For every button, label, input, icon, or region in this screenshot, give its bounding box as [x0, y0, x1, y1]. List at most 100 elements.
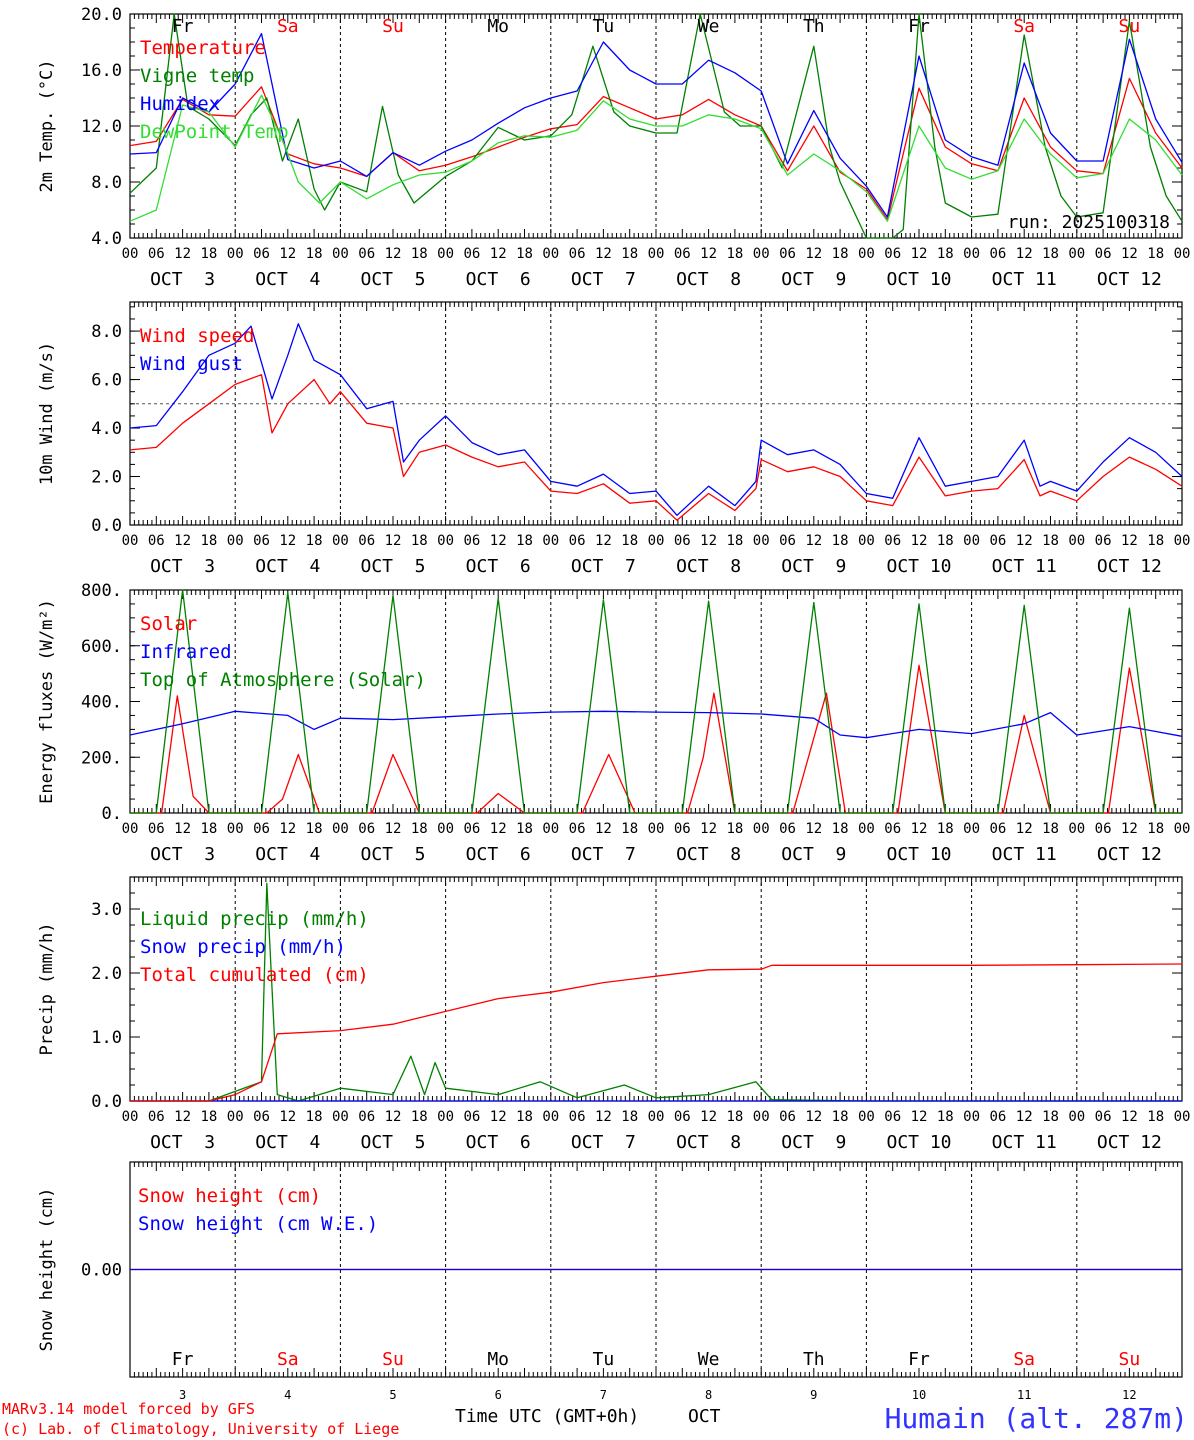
y-tick-label: 2.0 [91, 468, 122, 488]
day-number: 10 [912, 1388, 926, 1402]
hour-tick-label: 18 [832, 821, 849, 837]
series-total-cumulated-cm- [130, 963, 1183, 1102]
date-label: OCT 5 [360, 269, 425, 290]
hour-tick-label: 06 [253, 1109, 270, 1125]
hour-tick-label: 18 [1147, 821, 1164, 837]
hour-tick-label: 00 [1068, 1109, 1085, 1125]
hour-tick-label: 12 [1121, 533, 1138, 549]
day-name: Sa [277, 1349, 299, 1370]
plot-frame [129, 589, 1183, 814]
y-tick-label: 0.00 [81, 1261, 122, 1281]
hour-tick-label: 12 [1121, 821, 1138, 837]
date-label: OCT 12 [1097, 844, 1162, 865]
date-label: OCT 9 [781, 1132, 846, 1153]
copyright-credit: (c) Lab. of Climatology, University of L… [2, 1420, 399, 1438]
hour-tick-label: 18 [516, 1109, 533, 1125]
hour-tick-label: 06 [358, 1109, 375, 1125]
date-label: OCT 3 [150, 556, 215, 577]
hour-tick-label: 00 [648, 1109, 665, 1125]
date-label: OCT 3 [150, 269, 215, 290]
hour-tick-label: 00 [1068, 246, 1085, 262]
hour-tick-label: 18 [411, 821, 428, 837]
y-axis-label: 2m Temp. (°C) [37, 59, 57, 192]
hour-tick-label: 00 [753, 1109, 770, 1125]
hour-tick-label: 18 [621, 533, 638, 549]
hour-tick-label: 00 [753, 533, 770, 549]
date-label: OCT 9 [781, 556, 846, 577]
legend-entry: Snow height (cm W.E.) [138, 1213, 378, 1235]
hour-tick-label: 12 [595, 821, 612, 837]
hour-tick-label: 06 [253, 246, 270, 262]
hour-tick-label: 06 [674, 246, 691, 262]
hour-tick-label: 18 [411, 1109, 428, 1125]
hour-tick-label: 06 [779, 1109, 796, 1125]
day-name: Fr [908, 16, 930, 37]
hour-tick-label: 06 [148, 533, 165, 549]
y-tick-label: 20.0 [81, 5, 122, 25]
hour-tick-label: 06 [1095, 1109, 1112, 1125]
hour-tick-label: 06 [569, 533, 586, 549]
legend-entry: Snow height (cm) [138, 1185, 321, 1207]
hour-tick-label: 12 [595, 533, 612, 549]
hour-tick-label: 00 [542, 533, 559, 549]
hour-tick-label: 12 [279, 533, 296, 549]
date-label: OCT 7 [571, 1132, 636, 1153]
date-label: OCT 10 [886, 556, 951, 577]
hour-tick-label: 00 [332, 246, 349, 262]
hour-tick-label: 12 [1121, 246, 1138, 262]
hour-tick-label: 12 [279, 821, 296, 837]
hour-tick-label: 00 [542, 821, 559, 837]
hour-tick-label: 00 [122, 533, 139, 549]
hour-tick-label: 00 [963, 246, 980, 262]
hour-tick-label: 12 [1016, 821, 1033, 837]
hour-tick-label: 18 [1147, 533, 1164, 549]
hour-tick-label: 18 [200, 533, 217, 549]
hour-tick-label: 06 [1095, 246, 1112, 262]
hour-tick-label: 12 [490, 533, 507, 549]
hour-tick-label: 12 [595, 1109, 612, 1125]
hour-tick-label: 12 [805, 821, 822, 837]
hour-tick-label: 12 [911, 533, 928, 549]
hour-tick-label: 06 [989, 246, 1006, 262]
hour-tick-label: 06 [1095, 821, 1112, 837]
hour-tick-label: 06 [148, 821, 165, 837]
y-tick-label: 800. [81, 581, 122, 601]
day-number: 11 [1017, 1388, 1031, 1402]
series-top-of-atmosphere-solar- [130, 589, 1182, 814]
day-name: Su [1119, 16, 1141, 37]
hour-tick-label: 00 [332, 821, 349, 837]
hour-tick-label: 06 [884, 246, 901, 262]
hour-tick-label: 12 [279, 1109, 296, 1125]
hour-tick-label: 06 [1095, 533, 1112, 549]
panel-wind: 0.0 2.0 4.0 6.0 8.0 10m Wind (m/s) Wind speed W… [37, 301, 1190, 577]
hour-tick-label: 00 [122, 821, 139, 837]
hour-tick-label: 18 [832, 246, 849, 262]
hour-tick-label: 00 [227, 821, 244, 837]
legend-entry: Total cumulated (cm) [140, 964, 369, 986]
y-tick-label: 0.0 [91, 516, 122, 536]
hour-tick-label: 06 [884, 533, 901, 549]
hour-tick-label: 00 [332, 533, 349, 549]
hour-tick-label: 00 [227, 533, 244, 549]
hour-tick-label: 18 [411, 533, 428, 549]
y-axis-label: 10m Wind (m/s) [37, 342, 57, 485]
hour-tick-label: 06 [253, 533, 270, 549]
hour-tick-label: 00 [1174, 1109, 1191, 1125]
station-name: Humain (alt. 287m) [885, 1402, 1188, 1435]
hour-tick-label: 06 [779, 246, 796, 262]
y-tick-label: 2.0 [91, 964, 122, 984]
series-wind-gust [129, 323, 1183, 516]
hour-tick-label: 18 [516, 533, 533, 549]
y-tick-label: 0. [102, 804, 122, 824]
hour-tick-label: 00 [437, 821, 454, 837]
hour-tick-label: 06 [358, 821, 375, 837]
date-label: OCT 11 [992, 1132, 1057, 1153]
meteogram-panels: 4.0 8.0 12.0 16.0 20.0 2m Temp. (°C) Temperatu… [37, 5, 1190, 1402]
date-label: OCT 12 [1097, 556, 1162, 577]
date-label: OCT 4 [255, 269, 320, 290]
date-label: OCT 8 [676, 1132, 741, 1153]
day-name: We [698, 16, 720, 37]
hour-tick-label: 18 [937, 821, 954, 837]
day-number: 12 [1122, 1388, 1136, 1402]
date-label: OCT 10 [886, 1132, 951, 1153]
